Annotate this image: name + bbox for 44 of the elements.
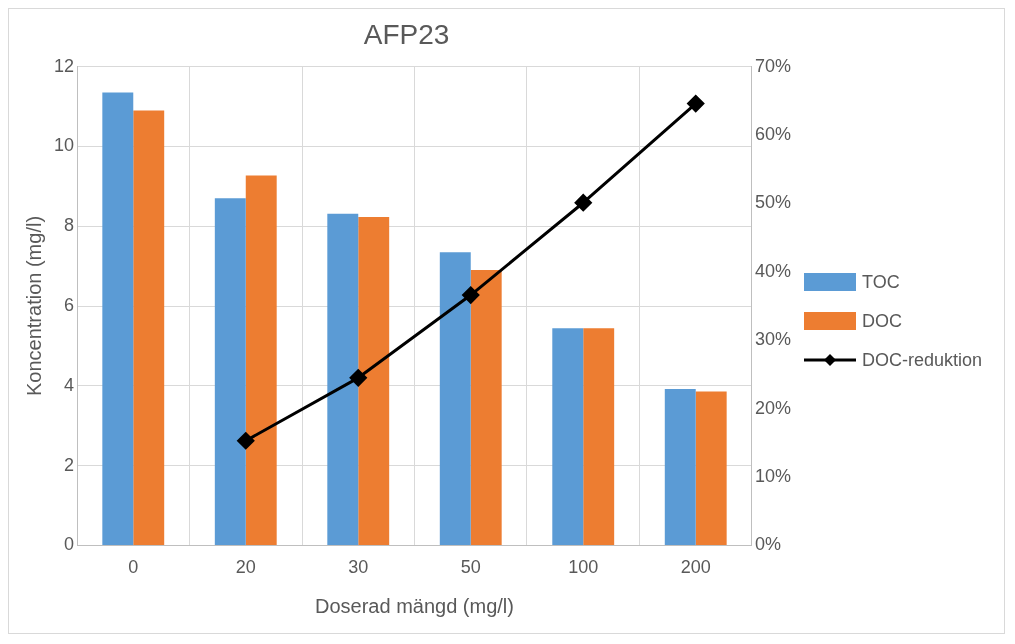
point — [349, 369, 367, 387]
y2-tick-label: 70% — [754, 55, 791, 76]
x-tick-label: 30 — [348, 557, 369, 578]
bar — [327, 213, 359, 545]
x-tick-label: 50 — [460, 557, 481, 578]
y2-tick-label: 60% — [754, 123, 791, 144]
legend-label: TOC — [862, 271, 900, 293]
point — [574, 194, 592, 212]
x-tick-label: 20 — [235, 557, 256, 578]
bar — [470, 270, 502, 545]
bar — [245, 175, 277, 545]
bar — [583, 328, 615, 545]
y2-tick-label: 50% — [754, 192, 791, 213]
y-tick-label: 2 — [64, 454, 75, 475]
y-tick-label: 8 — [64, 215, 75, 236]
bar — [102, 92, 134, 545]
y2-tick-label: 10% — [754, 465, 791, 486]
y-tick-label: 12 — [53, 55, 75, 76]
legend-label: DOC-reduktion — [862, 349, 983, 371]
point — [237, 432, 255, 450]
bar — [664, 388, 696, 545]
bar — [358, 217, 390, 545]
bar — [439, 252, 471, 545]
bar — [695, 391, 727, 545]
x-tick-label: 100 — [568, 557, 599, 578]
y2-tick-label: 0% — [754, 534, 781, 555]
legend-label: DOC — [862, 310, 902, 332]
y-tick-label: 6 — [64, 294, 75, 315]
x-tick-label: 0 — [128, 557, 139, 578]
y-tick-label: 10 — [53, 135, 75, 156]
point — [462, 286, 480, 304]
y-tick-label: 0 — [64, 534, 75, 555]
x-axis-title: Doserad mängd (mg/l) — [315, 594, 514, 617]
y2-tick-label: 30% — [754, 329, 791, 350]
y-axis-title: Koncentration (mg/l) — [22, 215, 45, 397]
y-tick-label: 4 — [64, 374, 75, 395]
y2-tick-label: 20% — [754, 397, 791, 418]
y2-tick-label: 40% — [754, 260, 791, 281]
x-tick-label: 200 — [680, 557, 711, 578]
chart-title: AFP23 — [363, 18, 450, 50]
bar — [552, 328, 584, 545]
point — [687, 95, 705, 113]
bar — [133, 110, 165, 545]
bar — [214, 198, 246, 545]
